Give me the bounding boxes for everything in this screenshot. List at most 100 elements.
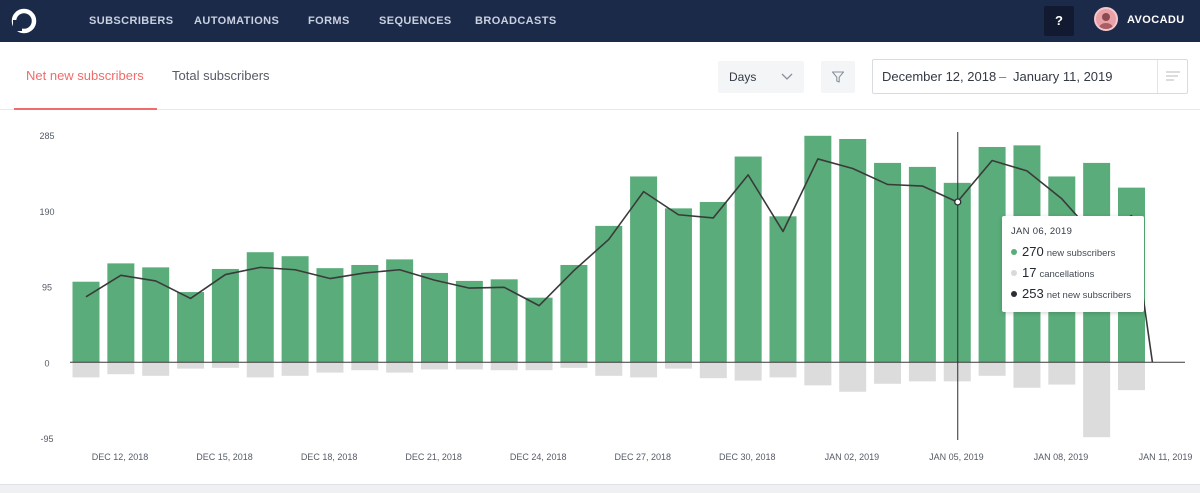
- cancellations-bar: [839, 362, 867, 392]
- new-subscribers-bar: [490, 279, 518, 363]
- cancellations-bar: [421, 362, 448, 370]
- tooltip-row-net: 253 net new subscribers: [1011, 286, 1131, 302]
- cancellations-bar: [1118, 362, 1145, 391]
- new-subscribers-bar: [281, 256, 309, 363]
- username-menu[interactable]: AVOCADU: [1127, 14, 1185, 26]
- cancellations-bar: [211, 362, 239, 368]
- cancellations-bar: [1048, 362, 1076, 385]
- logo-icon[interactable]: [10, 7, 38, 35]
- tooltip-date: JAN 06, 2019: [1011, 226, 1073, 237]
- cancellations-bar: [804, 362, 832, 386]
- filter-icon: [831, 71, 845, 83]
- cancellations-bar: [1083, 362, 1111, 438]
- cancellations-bar: [699, 362, 727, 379]
- new-subscribers-bar: [316, 268, 344, 363]
- help-button[interactable]: ?: [1044, 6, 1074, 36]
- user-avatar-icon: [1099, 13, 1113, 29]
- tooltip-net-value: 253: [1022, 286, 1044, 301]
- cancellations-bar: [560, 362, 588, 368]
- new-subscribers-bar: [211, 268, 239, 363]
- cancellations-bar: [978, 362, 1006, 376]
- nav-broadcasts[interactable]: BROADCASTS: [475, 15, 557, 27]
- x-tick-label: DEC 12, 2018: [92, 452, 149, 462]
- date-range-start[interactable]: December 12, 2018: [882, 69, 997, 84]
- cancellations-bar: [874, 362, 902, 384]
- tooltip-new-label: new subscribers: [1046, 248, 1116, 259]
- date-range-picker[interactable]: December 12, 2018 – January 11, 2019: [872, 59, 1188, 94]
- cancellations-bar: [142, 362, 170, 376]
- new-subscribers-bar: [421, 272, 448, 363]
- x-tick-label: JAN 02, 2019: [825, 452, 880, 462]
- chart-tooltip: JAN 06, 2019 270 new subscribers 17 cancel…: [1002, 216, 1144, 312]
- cancellations-bar: [769, 362, 797, 378]
- tooltip-cancellations-label: cancellations: [1039, 269, 1095, 280]
- y-tick-label: 0: [44, 358, 49, 368]
- interval-select-value: Days: [729, 70, 757, 84]
- new-subscribers-bar: [455, 280, 483, 363]
- date-range-end[interactable]: January 11, 2019: [1013, 69, 1113, 84]
- cancellations-bar: [107, 362, 135, 375]
- cancellations-bar: [72, 362, 100, 378]
- new-subscribers-legend-dot: [1011, 249, 1017, 255]
- cancellations-bar: [734, 362, 762, 381]
- tooltip-row-new: 270 new subscribers: [1011, 244, 1115, 260]
- cancellations-bar: [177, 362, 205, 369]
- new-subscribers-bar: [72, 281, 100, 363]
- nav-subscribers[interactable]: SUBSCRIBERS: [89, 15, 174, 27]
- cancellations-legend-dot: [1011, 270, 1017, 276]
- active-tab-indicator: [14, 108, 157, 110]
- y-tick-label: 95: [42, 283, 52, 293]
- x-tick-label: JAN 05, 2019: [929, 452, 984, 462]
- cancellations-bar: [1013, 362, 1041, 388]
- date-range-menu-button[interactable]: [1157, 60, 1187, 93]
- new-subscribers-bar: [246, 252, 274, 363]
- cancellations-bar: [908, 362, 936, 382]
- new-subscribers-bar: [560, 264, 588, 363]
- report-toolbar: Net new subscribers Total subscribers: [0, 42, 1200, 110]
- hover-point-marker: [954, 198, 962, 206]
- tab-net-new-subscribers[interactable]: Net new subscribers: [26, 68, 144, 83]
- y-tick-label: -95: [40, 434, 53, 444]
- x-tick-label: DEC 18, 2018: [301, 452, 358, 462]
- net-new-subscribers-chart: 285 190 95 0 -95 DEC 12, 2018 DEC 15, 2018 DEC …: [39, 131, 1193, 462]
- tooltip-new-value: 270: [1022, 244, 1044, 259]
- x-tick-label: DEC 15, 2018: [196, 452, 253, 462]
- cancellations-bar: [455, 362, 483, 370]
- new-subscribers-bar: [699, 201, 727, 363]
- new-subscribers-bar: [525, 297, 553, 363]
- y-tick-label: 285: [39, 131, 54, 141]
- new-subscribers-bar: [664, 208, 692, 363]
- new-subscribers-bar: [804, 135, 832, 363]
- cancellations-bar: [630, 362, 658, 378]
- tooltip-cancellations-value: 17: [1022, 265, 1037, 280]
- nav-forms[interactable]: FORMS: [308, 15, 350, 27]
- cancellations-bar: [351, 362, 379, 371]
- cancellations-bar: [246, 362, 274, 378]
- nav-automations[interactable]: AUTOMATIONS: [194, 15, 280, 27]
- net-new-legend-dot: [1011, 291, 1017, 297]
- new-subscribers-bar: [874, 162, 902, 363]
- filter-button[interactable]: [821, 61, 855, 93]
- new-subscribers-bar: [839, 138, 867, 363]
- nav-sequences[interactable]: SEQUENCES: [379, 15, 452, 27]
- new-subscribers-bar: [978, 146, 1006, 363]
- x-tick-label: DEC 24, 2018: [510, 452, 567, 462]
- new-subscribers-bar: [630, 176, 658, 363]
- avatar[interactable]: [1094, 7, 1118, 31]
- new-subscribers-bar: [177, 292, 205, 363]
- x-tick-label: DEC 30, 2018: [719, 452, 776, 462]
- tooltip-row-cancellations: 17 cancellations: [1011, 265, 1094, 281]
- x-tick-label: JAN 11, 2019: [1139, 452, 1193, 462]
- interval-select[interactable]: Days: [718, 61, 804, 93]
- cancellations-bar: [281, 362, 309, 376]
- tab-total-subscribers[interactable]: Total subscribers: [172, 68, 270, 83]
- new-subscribers-bar: [769, 216, 797, 363]
- new-subscribers-bar: [351, 264, 379, 363]
- cancellations-bar: [490, 362, 518, 371]
- top-navigation-bar: SUBSCRIBERS AUTOMATIONS FORMS SEQUENCES …: [0, 0, 1200, 42]
- new-subscribers-bar: [908, 166, 936, 363]
- new-subscribers-bar: [107, 263, 135, 363]
- x-tick-label: DEC 21, 2018: [405, 452, 462, 462]
- chevron-down-icon: [781, 73, 793, 80]
- new-subscribers-bar: [595, 225, 623, 363]
